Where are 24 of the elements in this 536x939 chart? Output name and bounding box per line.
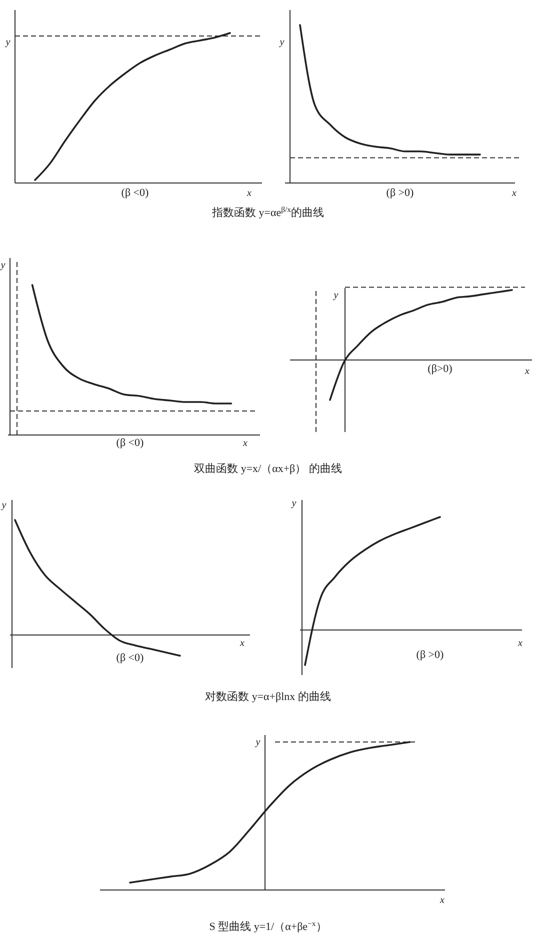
text: S 型曲线 y=1/（α+βe$^{−x}$） (209, 918, 327, 933)
x-axis-title: x (511, 188, 517, 199)
y-axis-title: y (290, 498, 297, 509)
y-axis-title: y (0, 500, 7, 511)
y-axis-title: y (278, 37, 285, 48)
x-axis-title: x (524, 366, 530, 377)
text: 双曲函数 y=x/（αx+β） 的曲线 (194, 462, 342, 475)
x-axis-title: x (239, 638, 245, 649)
y-axis-title: y (0, 260, 6, 271)
text: 对数函数 y=α+βlnx 的曲线 (205, 690, 331, 703)
text: (β >0) (386, 187, 414, 199)
text: (β <0) (121, 187, 150, 199)
x-axis-title: x (517, 638, 523, 649)
x-axis-title: x (246, 188, 252, 199)
annotation: (β >0) (416, 649, 444, 661)
x-axis-title: x (242, 438, 248, 449)
text: 指数函数 y=αe$^{β/x}$的曲线 (210, 204, 324, 219)
y-axis-title: y (4, 37, 11, 48)
x-axis-title: x (439, 895, 445, 906)
annotation: (β <0) (116, 652, 144, 664)
text: (β <0) (116, 437, 144, 449)
y-axis-title: y (332, 290, 339, 301)
annotation: (β>0) (428, 363, 453, 375)
y-axis-title: y (254, 737, 261, 748)
